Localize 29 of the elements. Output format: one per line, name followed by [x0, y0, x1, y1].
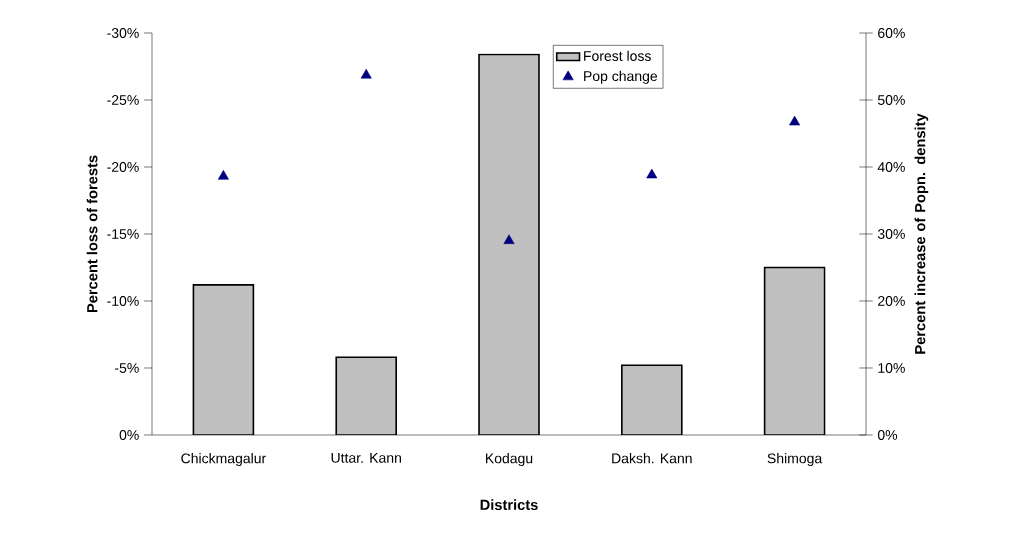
x-tick-label: Chickmagalur: [181, 453, 266, 467]
y-axis-title: Percent loss of forests: [86, 155, 98, 313]
y2-tick-label: 50%: [877, 95, 905, 105]
legend-label: Pop change: [584, 70, 658, 84]
point: [789, 115, 801, 126]
x-axis-title: Districts: [480, 499, 538, 511]
point: [360, 68, 372, 79]
y2-tick-label: 30%: [877, 229, 905, 239]
x-tick-label: Shimoga: [767, 453, 823, 467]
y-tick-label: -15%: [107, 229, 139, 239]
y2-tick-label: 40%: [877, 162, 905, 172]
y-tick-label: -25%: [107, 95, 139, 105]
y-tick-label: -10%: [107, 296, 139, 306]
y2-tick-label: 10%: [878, 363, 905, 373]
point: [646, 168, 658, 179]
legend-label: Forest loss: [584, 50, 651, 61]
x-tick-label: Kodagu: [486, 453, 533, 467]
y-tick-label: -5%: [115, 363, 139, 373]
x-tick-label: Daksh. Kann: [612, 453, 692, 464]
y2-tick-label: 0%: [877, 430, 898, 440]
point: [503, 234, 515, 244]
y-tick-label: -20%: [107, 162, 139, 172]
y2-tick-label: 60%: [878, 28, 905, 38]
y-tick-label: 0%: [119, 430, 139, 440]
y-tick-label: -30%: [107, 28, 139, 38]
y2-tick-label: 20%: [878, 296, 905, 306]
point: [217, 170, 229, 180]
x-tick-label: Uttar. Kann: [331, 453, 401, 463]
y2-axis-title: Percent increase of Popn. density: [914, 113, 929, 354]
